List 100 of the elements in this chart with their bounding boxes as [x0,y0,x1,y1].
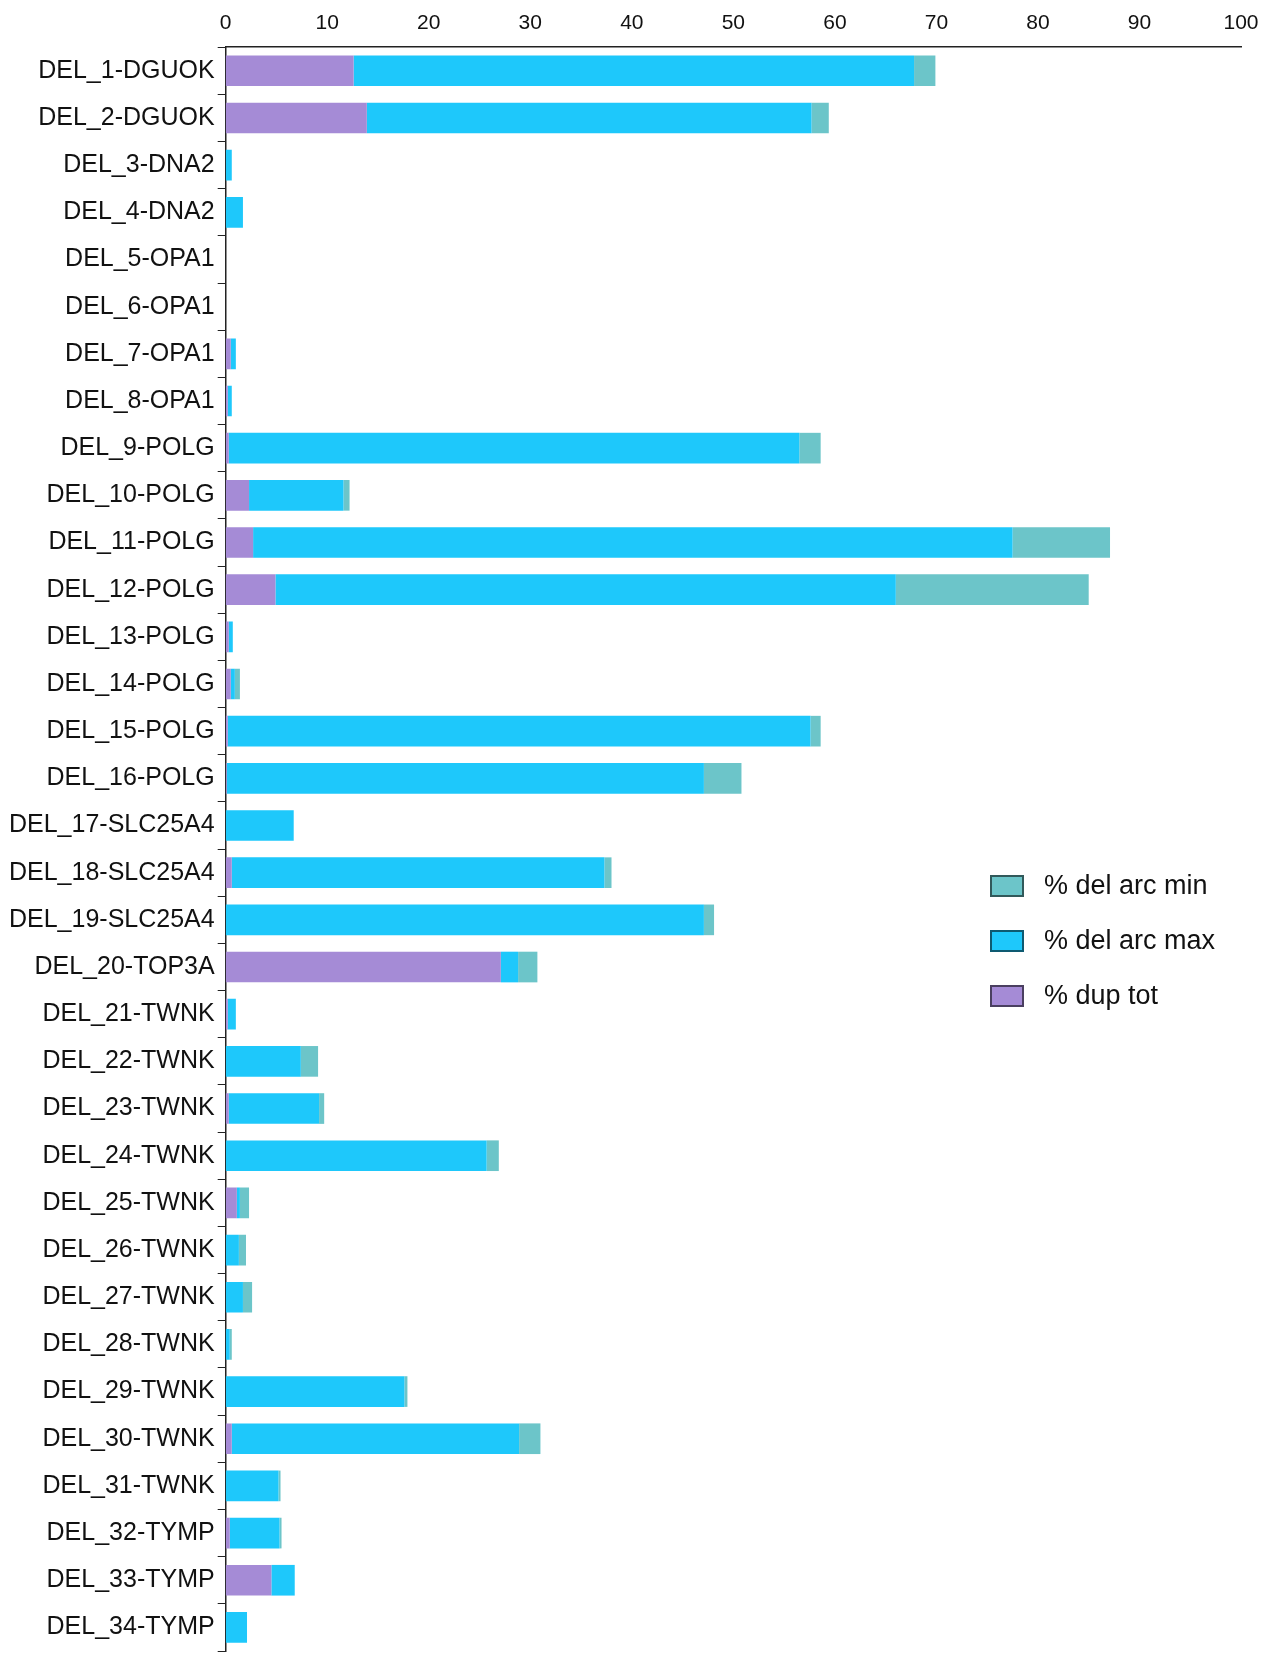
bar [230,668,235,700]
bar [229,1517,280,1549]
legend-label: % del arc min [1044,870,1208,901]
y-tick-label: DEL_28-TWNK [42,1328,216,1357]
y-tick-label: DEL_17-SLC25A4 [8,809,215,838]
bar [343,479,350,511]
bar [225,668,231,700]
y-tick-label: DEL_3-DNA2 [63,149,215,178]
bar [518,951,538,983]
bar [228,432,800,464]
legend-label: % del arc max [1044,925,1216,956]
bar [300,1046,319,1077]
y-tick-label: DEL_21-TWNK [42,998,216,1027]
y-tick-label: DEL_2-DGUOK [38,101,215,130]
y-tick-label: DEL_12-POLG [46,573,215,602]
y-tick-label: DEL_33-TYMP [46,1564,215,1593]
bar [279,1517,282,1549]
y-tick-label: DEL_25-TWNK [42,1186,216,1215]
bar [895,574,1089,605]
x-tick-label: 50 [721,10,746,34]
bar [486,1140,499,1172]
bar [225,1423,232,1455]
bar [353,55,915,87]
bar [249,479,344,511]
y-tick-label: DEL_24-TWNK [42,1139,216,1168]
bar [366,102,812,134]
bar [225,1046,301,1077]
bar [703,763,742,794]
bar [319,1093,325,1124]
x-tick-label: 40 [620,10,644,34]
x-tick-label: 10 [315,10,339,34]
bar [278,1470,281,1502]
bar [914,55,936,87]
bar [225,1093,229,1124]
bar [239,1187,250,1219]
bar [225,574,276,605]
bar [604,857,612,889]
bar [225,1564,272,1596]
y-tick-label: DEL_14-POLG [46,667,215,696]
y-tick-label: DEL_1-DGUOK [38,54,215,83]
y-tick-label: DEL_19-SLC25A4 [8,903,215,932]
y-tick-label: DEL_16-POLG [46,762,215,791]
bar [225,621,229,653]
y-tick-label: DEL_23-TWNK [42,1092,216,1121]
bar [799,432,821,464]
bar [225,1234,239,1266]
bar [811,102,829,134]
bar [225,1329,230,1360]
y-tick-label: DEL_5-OPA1 [65,243,215,272]
bar [519,1423,541,1455]
x-tick-label: 70 [924,10,949,34]
y-tick-label: DEL_13-POLG [46,620,215,649]
bar [227,715,811,747]
bar [225,385,228,417]
y-tick-label: DEL_4-DNA2 [63,196,215,225]
bar [225,102,367,134]
x-tick-label: 0 [219,10,232,34]
bar [228,621,233,653]
bar [225,432,229,464]
legend-label: % dup tot [1044,980,1159,1011]
bar [275,574,896,605]
y-tick-label: DEL_30-TWNK [42,1422,216,1451]
y-tick-label: DEL_11-POLG [48,526,215,555]
y-tick-label: DEL_6-OPA1 [65,290,215,319]
bar [225,857,232,889]
bar [225,998,228,1030]
bar [228,1093,320,1124]
bar [225,810,294,841]
bar [230,338,236,370]
bar [229,1329,232,1360]
y-tick-label: DEL_22-TWNK [42,1045,216,1074]
x-tick-label: 60 [823,10,847,34]
bar [225,1612,248,1643]
y-tick-label: DEL_7-OPA1 [65,337,215,366]
bar [225,1470,279,1502]
x-tick-label: 30 [518,10,542,34]
y-tick-label: DEL_10-POLG [46,479,215,508]
bar [225,55,354,87]
bar [225,149,232,181]
y-tick-label: DEL_8-OPA1 [65,384,215,413]
y-tick-label: DEL_20-TOP3A [34,950,215,979]
x-tick-label: 90 [1127,10,1152,34]
y-tick-label: DEL_27-TWNK [42,1281,216,1310]
y-tick-label: DEL_31-TWNK [42,1469,216,1498]
x-tick-label: 100 [1223,10,1259,34]
bar [1012,527,1111,558]
x-tick-label: 80 [1026,10,1050,34]
bar [225,1517,230,1549]
bar [225,715,228,747]
bar [225,951,501,983]
y-tick-label: DEL_9-POLG [60,432,215,461]
bar [225,1281,243,1313]
bar [226,763,704,794]
bar [238,1234,246,1266]
bar [227,998,236,1030]
bar [225,1187,237,1219]
y-tick-label: DEL_26-TWNK [42,1233,216,1262]
bar [404,1376,408,1407]
bar [225,1140,487,1172]
y-tick-label: DEL_18-SLC25A4 [8,856,215,885]
